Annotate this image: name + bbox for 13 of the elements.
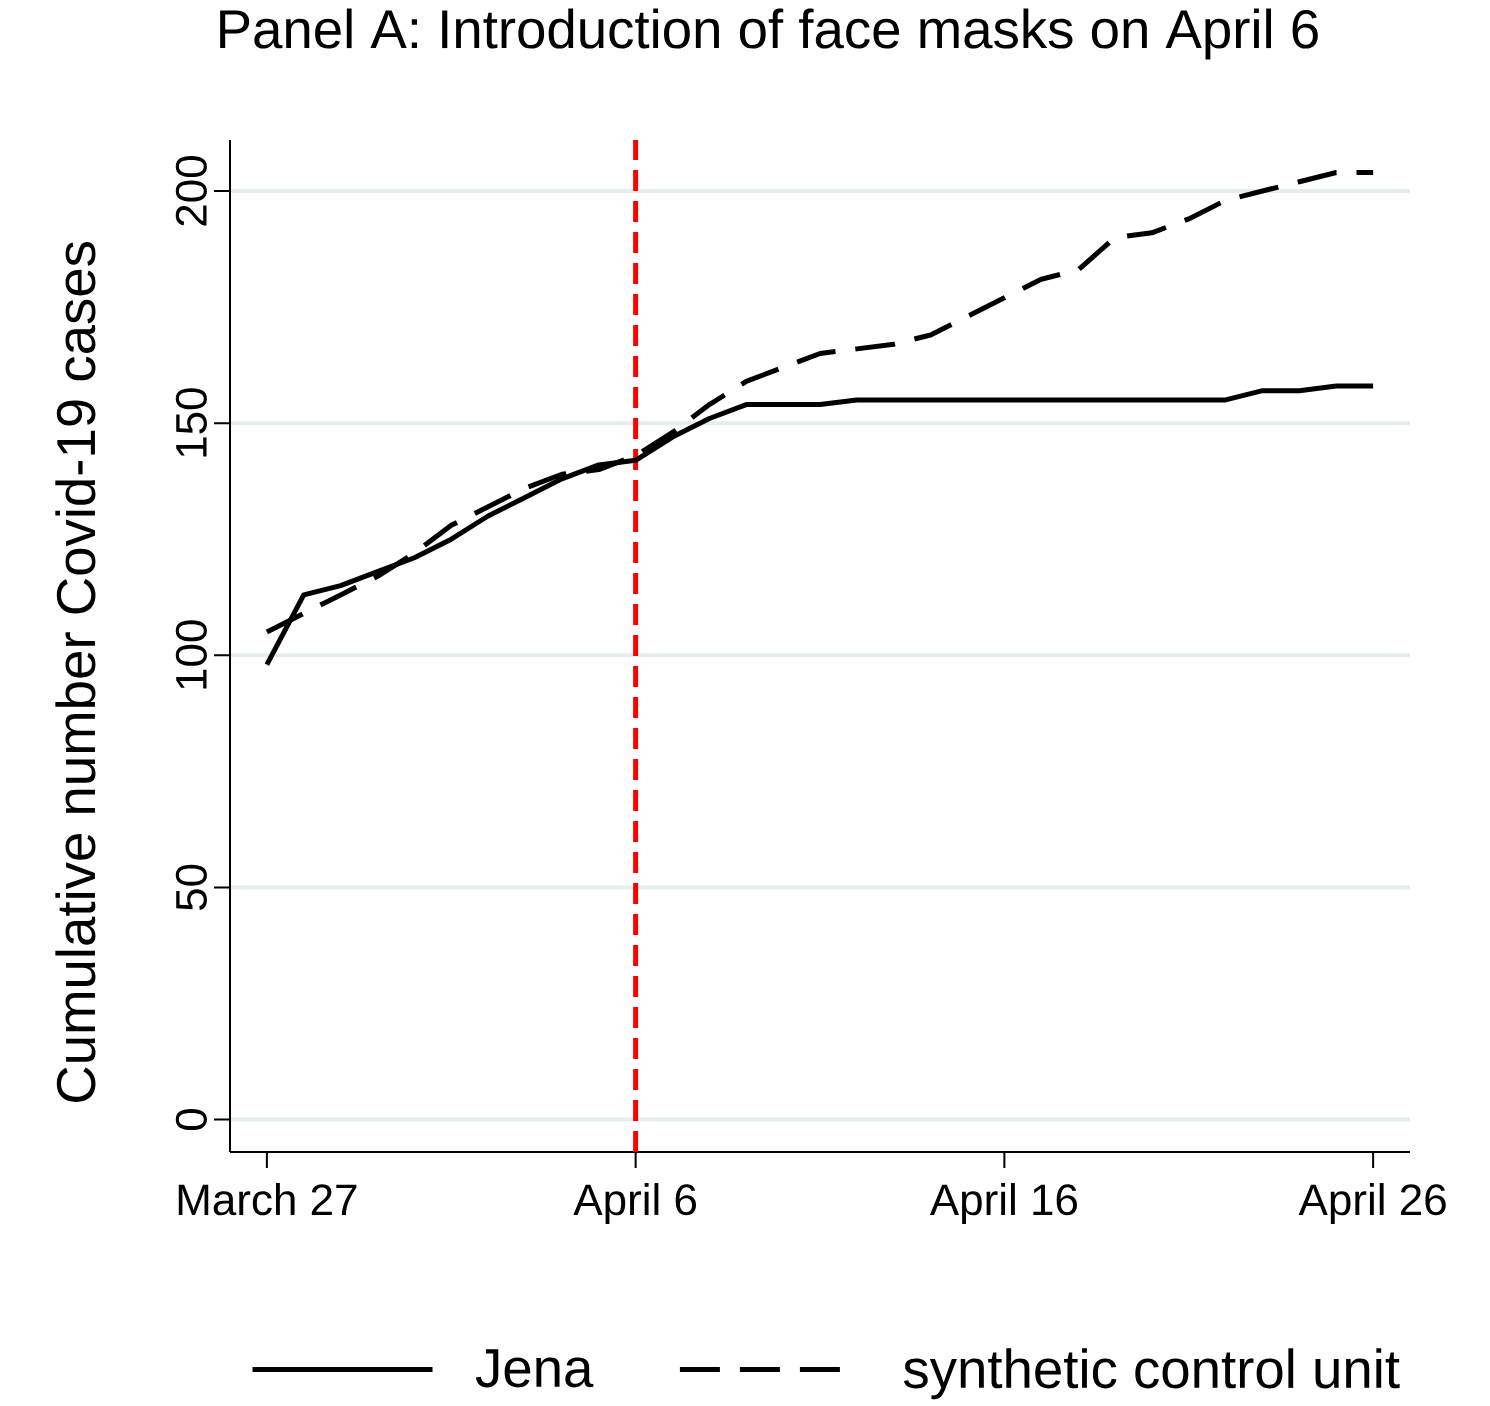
y-tick-label: 0 [175,1108,207,1130]
y-tick-label: 100 [175,620,207,689]
chart-title: Panel A: Introduction of face masks on April 6 [220,8,1318,60]
legend-label: synthetic control unit [903,1348,1400,1400]
x-tick-label: April 26 [1298,1183,1446,1225]
legend-label: Jena [475,1349,594,1388]
y-tick-label: 150 [175,388,207,457]
x-tick-label: April 6 [573,1183,697,1225]
x-tick-label: March 27 [178,1183,357,1216]
y-tick-label: 200 [175,156,207,226]
y-axis-title: Cumulative number Covid-19 cases [55,242,96,1102]
x-tick-label: April 16 [929,1183,1077,1225]
y-tick-label: 50 [175,864,207,911]
